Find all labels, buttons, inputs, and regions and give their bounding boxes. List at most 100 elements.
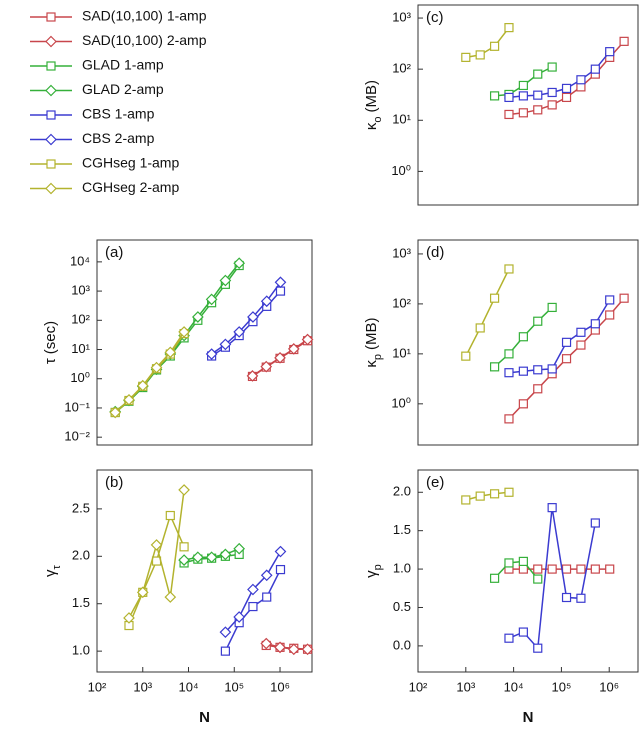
panel-label: (e) bbox=[426, 474, 444, 491]
marker bbox=[504, 109, 514, 120]
marker bbox=[179, 542, 189, 552]
x-axis-label: N bbox=[523, 709, 534, 726]
marker bbox=[233, 611, 246, 623]
marker bbox=[262, 592, 272, 602]
y-label-symbol: τ bbox=[42, 358, 59, 364]
marker bbox=[561, 564, 572, 574]
legend-label: CBS 2-amp bbox=[82, 130, 155, 146]
legend-marker bbox=[46, 110, 56, 120]
y-label-subscript: o bbox=[372, 116, 384, 122]
marker bbox=[489, 573, 500, 583]
legend-label: GLAD 2-amp bbox=[82, 81, 164, 97]
marker bbox=[561, 592, 572, 603]
marker bbox=[504, 23, 514, 33]
marker bbox=[178, 554, 190, 566]
legend-marker bbox=[46, 61, 56, 71]
marker bbox=[518, 627, 528, 637]
marker bbox=[150, 361, 163, 374]
marker bbox=[489, 91, 500, 101]
marker bbox=[590, 319, 600, 329]
y-tick-label: 10⁴ bbox=[70, 253, 90, 268]
marker bbox=[576, 564, 586, 574]
y-tick-label: 10³ bbox=[71, 283, 90, 298]
y-tick-label: 10⁰ bbox=[70, 370, 90, 385]
marker bbox=[561, 337, 572, 347]
legend-marker bbox=[46, 159, 56, 169]
legend-label: CGHseg 1-amp bbox=[82, 155, 179, 171]
series-line bbox=[465, 27, 510, 59]
marker bbox=[260, 360, 273, 373]
marker bbox=[475, 50, 485, 60]
marker bbox=[475, 491, 485, 501]
marker bbox=[489, 41, 500, 51]
marker bbox=[547, 62, 557, 72]
legend-label: CBS 1-amp bbox=[82, 106, 155, 122]
legend-marker bbox=[45, 182, 57, 195]
marker bbox=[287, 643, 300, 656]
x-tick-label: 10² bbox=[409, 679, 428, 694]
marker bbox=[518, 80, 528, 91]
series-line bbox=[266, 642, 308, 650]
marker bbox=[461, 495, 471, 505]
marker bbox=[533, 643, 543, 653]
marker bbox=[248, 601, 258, 612]
y-axis-label: γp bbox=[363, 564, 384, 578]
marker bbox=[205, 293, 218, 306]
marker bbox=[123, 612, 135, 624]
marker bbox=[247, 583, 259, 596]
marker bbox=[192, 551, 204, 564]
y-tick-label: 1.5 bbox=[393, 522, 411, 537]
marker bbox=[533, 384, 543, 394]
y-label-symbol: κ bbox=[363, 360, 380, 368]
marker bbox=[123, 393, 135, 406]
marker bbox=[605, 295, 615, 305]
marker bbox=[260, 569, 273, 582]
marker bbox=[274, 641, 286, 654]
marker bbox=[504, 368, 514, 378]
plot-frame bbox=[417, 4, 639, 206]
x-tick-label: 10⁵ bbox=[224, 679, 244, 694]
series-line bbox=[114, 262, 240, 413]
marker bbox=[561, 354, 572, 364]
marker bbox=[489, 293, 500, 303]
marker bbox=[504, 558, 514, 568]
legend-marker bbox=[45, 133, 57, 146]
series-line bbox=[128, 513, 185, 626]
y-axis-label: γτ bbox=[42, 564, 63, 577]
marker bbox=[533, 574, 543, 584]
marker bbox=[547, 302, 557, 313]
marker bbox=[301, 643, 314, 656]
marker bbox=[504, 349, 514, 359]
y-label-unit: (MB) bbox=[363, 317, 380, 350]
panel-label: (a) bbox=[105, 244, 123, 261]
marker bbox=[576, 75, 586, 85]
marker bbox=[619, 36, 629, 46]
marker bbox=[219, 626, 232, 639]
legend-marker bbox=[45, 35, 57, 48]
marker bbox=[605, 564, 615, 574]
marker bbox=[274, 545, 287, 558]
marker bbox=[518, 399, 528, 409]
marker bbox=[533, 365, 543, 375]
marker bbox=[504, 487, 514, 497]
marker bbox=[205, 551, 218, 564]
marker bbox=[489, 489, 500, 499]
marker bbox=[247, 311, 259, 323]
marker bbox=[533, 90, 543, 100]
marker bbox=[547, 87, 557, 98]
x-tick-label: 10⁴ bbox=[178, 679, 198, 694]
marker bbox=[504, 264, 514, 274]
marker bbox=[178, 484, 190, 496]
marker bbox=[220, 646, 230, 656]
marker bbox=[518, 556, 528, 566]
marker bbox=[518, 564, 528, 574]
marker bbox=[518, 91, 528, 101]
marker bbox=[219, 548, 232, 561]
marker bbox=[576, 593, 586, 603]
x-tick-label: 10³ bbox=[133, 679, 152, 694]
marker bbox=[533, 105, 543, 115]
y-tick-label: 0.5 bbox=[393, 599, 411, 614]
marker bbox=[504, 414, 514, 424]
marker bbox=[461, 351, 471, 361]
